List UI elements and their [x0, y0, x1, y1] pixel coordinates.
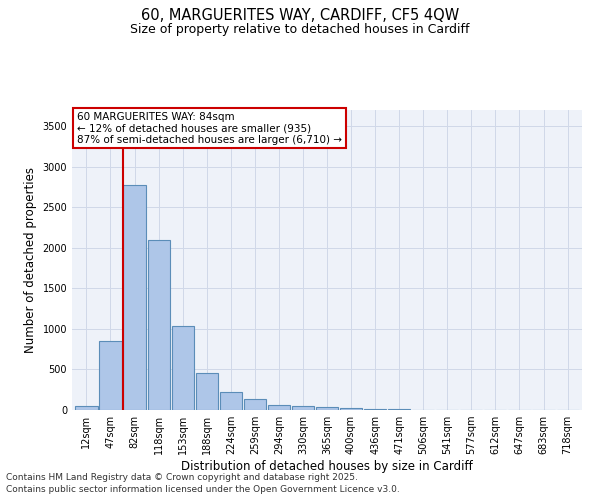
Y-axis label: Number of detached properties: Number of detached properties	[24, 167, 37, 353]
Bar	[388, 409, 410, 410]
Bar	[100, 341, 122, 410]
Bar	[292, 406, 314, 410]
X-axis label: Distribution of detached houses by size in Cardiff: Distribution of detached houses by size …	[181, 460, 473, 473]
Bar	[220, 392, 242, 410]
Bar	[268, 405, 290, 410]
Text: Size of property relative to detached houses in Cardiff: Size of property relative to detached ho…	[130, 22, 470, 36]
Bar	[244, 398, 266, 410]
Text: Contains HM Land Registry data © Crown copyright and database right 2025.: Contains HM Land Registry data © Crown c…	[6, 474, 358, 482]
Bar	[196, 372, 218, 410]
Text: 60, MARGUERITES WAY, CARDIFF, CF5 4QW: 60, MARGUERITES WAY, CARDIFF, CF5 4QW	[141, 8, 459, 22]
Bar	[172, 326, 194, 410]
Bar	[316, 407, 338, 410]
Bar	[364, 409, 386, 410]
Bar	[148, 240, 170, 410]
Text: 60 MARGUERITES WAY: 84sqm
← 12% of detached houses are smaller (935)
87% of semi: 60 MARGUERITES WAY: 84sqm ← 12% of detac…	[77, 112, 342, 144]
Bar	[124, 184, 146, 410]
Bar	[76, 406, 98, 410]
Text: Contains public sector information licensed under the Open Government Licence v3: Contains public sector information licen…	[6, 485, 400, 494]
Bar	[340, 408, 362, 410]
